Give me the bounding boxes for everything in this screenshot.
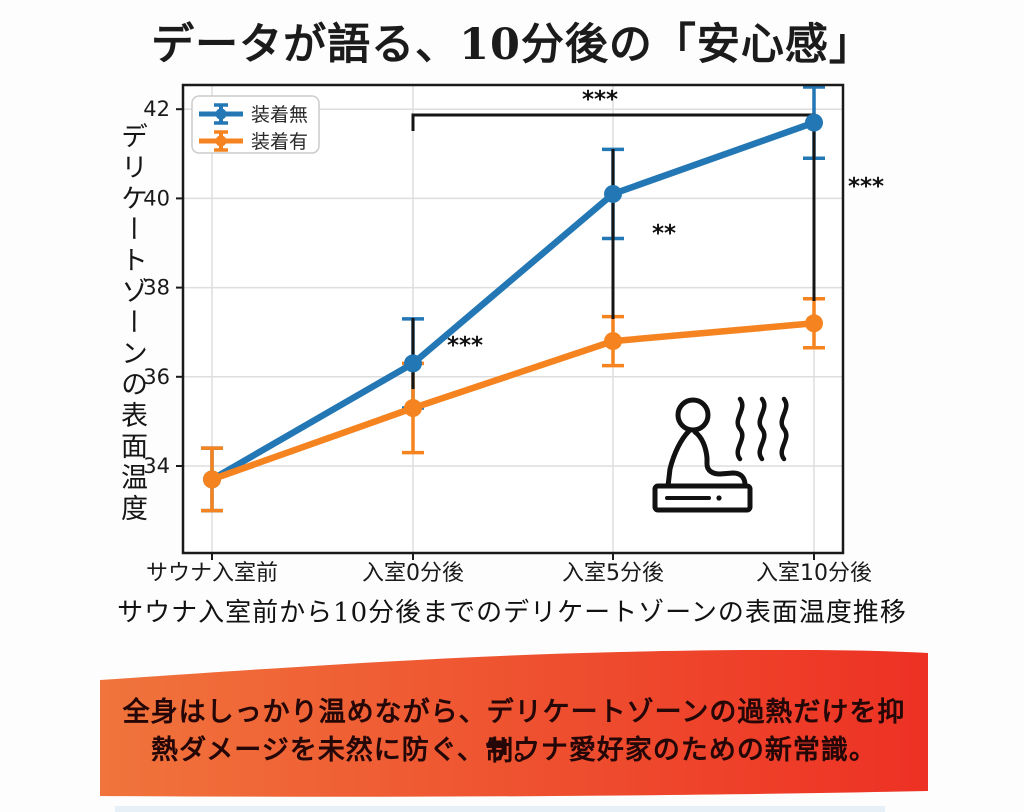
- svg-text:38: 38: [143, 276, 170, 300]
- banner-line-2: 熱ダメージを未然に防ぐ、サウナ愛好家のための新常識。: [151, 735, 877, 766]
- x-tick-label: サウナ入室前: [146, 561, 278, 586]
- svg-text:34: 34: [143, 454, 170, 478]
- legend-label-装着有: 装着有: [251, 131, 308, 153]
- significance-label: ***: [848, 174, 884, 200]
- svg-text:36: 36: [143, 365, 170, 389]
- significance-label: ***: [582, 87, 618, 113]
- significance-label: **: [652, 221, 676, 247]
- y-axis-label: デリケートゾーンの表面温度: [116, 122, 147, 525]
- significance-label: ***: [447, 333, 483, 359]
- chart-caption: サウナ入室前から10分後までのデリケートゾーンの表面温度推移: [117, 598, 907, 628]
- highlight-banner: [100, 650, 928, 797]
- svg-text:40: 40: [143, 186, 170, 210]
- legend-label-装着無: 装着無: [251, 104, 308, 126]
- banner-shape: [100, 650, 928, 797]
- bottom-blue-strip: [115, 806, 885, 812]
- banner-line-1: 全身はしっかり温めながら、デリケートゾーンの過熱だけを抑制。: [122, 697, 906, 767]
- svg-text:42: 42: [143, 97, 170, 121]
- series-line-装着無: [208, 119, 818, 483]
- x-tick-label: 入室10分後: [756, 561, 872, 586]
- page-title: データが語る、10分後の「安心感」: [151, 20, 873, 70]
- x-tick-label: 入室0分後: [362, 561, 464, 586]
- x-tick-label: 入室5分後: [562, 561, 664, 586]
- sauna-person-steam-icon: [652, 396, 789, 513]
- series-line-装着有: [208, 320, 818, 483]
